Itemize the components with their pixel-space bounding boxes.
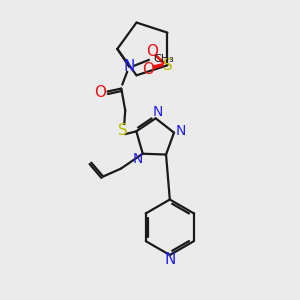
Text: CH₃: CH₃: [153, 54, 174, 64]
Text: S: S: [118, 123, 128, 138]
Text: N: N: [133, 152, 143, 166]
Text: N: N: [176, 124, 186, 138]
Text: N: N: [152, 105, 163, 119]
Text: S: S: [163, 58, 172, 73]
Text: O: O: [146, 44, 158, 59]
Text: O: O: [94, 85, 106, 100]
Text: N: N: [124, 59, 135, 74]
Text: O: O: [142, 62, 154, 77]
Text: N: N: [164, 253, 176, 268]
